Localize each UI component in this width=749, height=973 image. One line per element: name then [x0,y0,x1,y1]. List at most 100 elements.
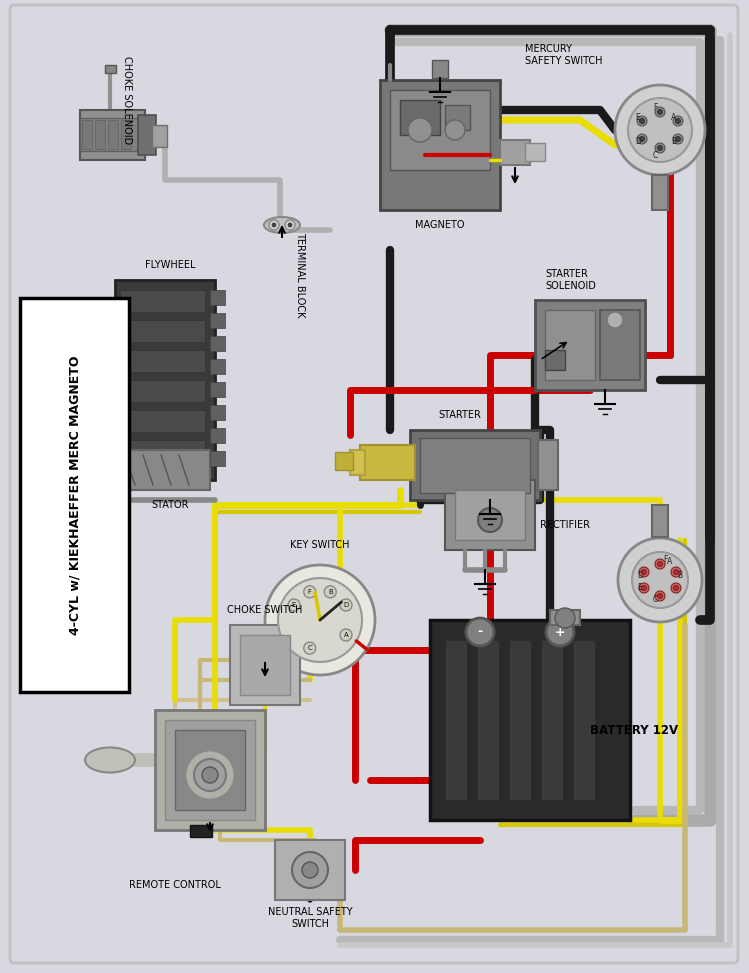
Text: +: + [555,626,565,638]
Circle shape [676,136,681,141]
Text: B: B [328,589,333,595]
Text: E: E [292,602,296,608]
Circle shape [658,561,663,566]
Text: RECTIFIER: RECTIFIER [540,520,590,530]
Circle shape [202,767,218,783]
Circle shape [194,759,226,791]
Bar [400,100,440,135]
Circle shape [658,110,663,115]
Circle shape [637,134,647,144]
Circle shape [655,107,665,117]
Bar [541,640,563,800]
Bar [420,438,530,493]
Bar [120,410,205,432]
Circle shape [278,578,362,662]
Bar [432,60,448,78]
Ellipse shape [264,217,300,233]
Bar [525,143,545,161]
Bar [210,451,225,466]
Circle shape [185,750,235,800]
Bar [190,825,212,837]
Bar [82,120,92,149]
Circle shape [641,586,646,591]
Bar [210,382,225,397]
Circle shape [555,608,575,628]
Text: B: B [677,570,682,580]
Circle shape [641,569,646,574]
Bar [455,490,525,540]
Text: MAGNETO: MAGNETO [415,220,464,230]
Text: A: A [344,632,348,638]
Bar [275,840,345,900]
Circle shape [673,586,679,591]
Bar [155,710,265,830]
Bar [500,140,530,165]
Circle shape [304,642,316,654]
Bar [600,310,640,380]
Bar [538,440,558,490]
Bar [350,450,365,475]
Bar [545,350,565,370]
Circle shape [265,565,375,675]
Text: F: F [653,103,657,113]
Circle shape [607,312,623,328]
Bar [477,640,499,800]
Bar [210,405,225,420]
Text: BATTERY 12V: BATTERY 12V [590,724,678,737]
Circle shape [671,567,681,577]
Circle shape [288,223,292,227]
Text: E: E [636,114,640,123]
Bar [230,625,300,705]
Circle shape [673,569,679,574]
Circle shape [655,591,665,601]
Text: 4-CYL w/ KIEKHAEFFER MERC MAGNETO: 4-CYL w/ KIEKHAEFFER MERC MAGNETO [68,355,82,634]
Bar [138,115,156,155]
Circle shape [615,85,705,175]
Text: A: A [671,114,676,123]
Text: TERMINAL BLOCK: TERMINAL BLOCK [295,233,305,318]
Circle shape [478,508,502,532]
Bar [410,430,540,500]
Bar [335,452,353,470]
Bar [445,640,467,800]
Bar [445,480,535,550]
Text: D: D [637,570,643,580]
Circle shape [272,223,276,227]
Bar [545,310,595,380]
Bar [210,290,225,305]
Text: STARTER: STARTER [439,410,482,420]
Circle shape [655,559,665,569]
Text: -: - [477,626,482,638]
Circle shape [637,116,647,126]
Bar [120,440,205,462]
Bar [445,105,470,130]
Circle shape [658,146,663,151]
Bar [120,290,205,312]
Text: A: A [667,558,673,566]
Circle shape [340,629,352,641]
Bar [210,428,225,443]
Text: FLYWHEEL: FLYWHEEL [145,260,195,270]
Text: NEUTRAL SAFETY
SWITCH: NEUTRAL SAFETY SWITCH [267,907,352,929]
Bar [573,640,595,800]
Circle shape [466,618,494,646]
Circle shape [324,586,336,597]
Bar [95,120,105,149]
Circle shape [618,538,702,622]
Bar [652,175,668,210]
Bar [80,110,145,160]
Bar [165,720,255,820]
Bar [80,118,145,151]
Circle shape [640,136,644,141]
Circle shape [671,583,681,593]
FancyBboxPatch shape [20,298,129,692]
Circle shape [632,552,688,608]
Bar [121,120,131,149]
Text: C: C [307,645,312,651]
Circle shape [658,594,663,598]
Text: C: C [652,151,658,160]
Circle shape [285,220,295,230]
Text: MERCURY
SAFETY SWITCH: MERCURY SAFETY SWITCH [525,44,602,66]
Bar [509,640,531,800]
Bar [105,65,116,73]
